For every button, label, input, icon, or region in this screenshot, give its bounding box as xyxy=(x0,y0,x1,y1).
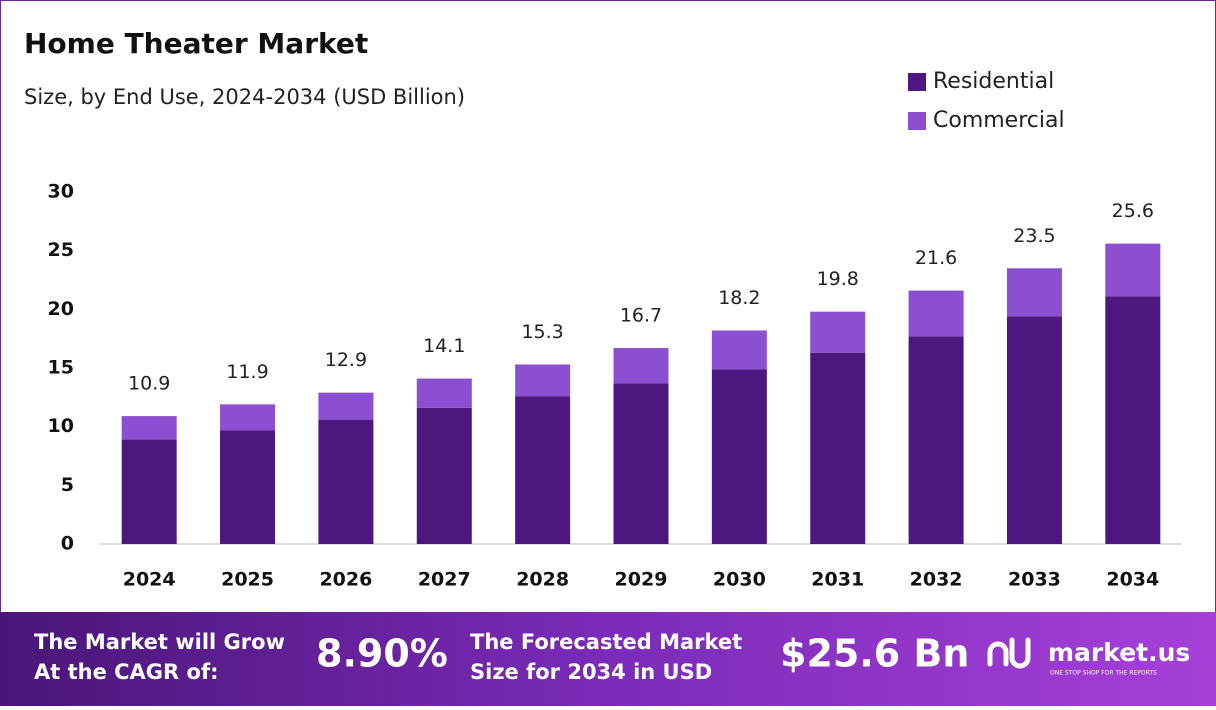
brand-icon xyxy=(987,637,1031,669)
total-label: 19.8 xyxy=(817,268,859,290)
total-label: 23.5 xyxy=(1013,225,1055,247)
bar-segment xyxy=(908,336,964,544)
footer-banner xyxy=(0,612,1216,706)
x-tick-label: 2033 xyxy=(1008,569,1061,591)
bar-segment xyxy=(121,416,177,440)
legend-swatch xyxy=(908,112,926,130)
bar-segment xyxy=(220,404,276,431)
bar-segment xyxy=(318,392,374,420)
x-tick-label: 2034 xyxy=(1106,569,1159,591)
brand-tagline: ONE STOP SHOP FOR THE REPORTS xyxy=(1050,670,1157,677)
bar-segment xyxy=(1006,316,1062,544)
bar-segment xyxy=(1105,296,1161,544)
bar-segment xyxy=(613,348,669,384)
y-tick-label: 15 xyxy=(48,357,74,379)
legend-label: Commercial xyxy=(933,108,1065,133)
total-label: 10.9 xyxy=(128,373,170,395)
y-tick-label: 30 xyxy=(48,181,74,203)
total-label: 18.2 xyxy=(718,287,760,309)
x-tick-label: 2029 xyxy=(615,569,668,591)
bar-segment xyxy=(1105,243,1161,297)
forecast-value: $25.6 Bn xyxy=(780,632,969,676)
banner-text: At the CAGR of: xyxy=(34,660,219,684)
x-tick-label: 2031 xyxy=(811,569,864,591)
bar-segment xyxy=(711,369,767,544)
legend-swatch xyxy=(908,73,926,91)
y-tick-label: 10 xyxy=(48,415,74,437)
x-tick-label: 2030 xyxy=(713,569,766,591)
bar-segment xyxy=(220,430,276,544)
x-tick-label: 2028 xyxy=(516,569,569,591)
total-label: 14.1 xyxy=(423,335,465,357)
bar-segment xyxy=(613,383,669,544)
banner-text: The Forecasted Market xyxy=(470,630,742,654)
y-tick-label: 20 xyxy=(48,298,74,320)
x-tick-label: 2027 xyxy=(418,569,471,591)
chart-title: Home Theater Market xyxy=(24,27,368,60)
bar-segment xyxy=(416,378,472,408)
total-label: 15.3 xyxy=(521,321,563,343)
banner-text: Size for 2034 in USD xyxy=(470,660,712,684)
total-label: 25.6 xyxy=(1112,200,1154,222)
bar-segment xyxy=(318,419,374,544)
legend-label: Residential xyxy=(933,69,1054,94)
bar-segment xyxy=(121,439,177,544)
bar-segment xyxy=(1006,268,1062,317)
bar-segment xyxy=(416,407,472,544)
x-tick-label: 2025 xyxy=(221,569,274,591)
y-tick-label: 25 xyxy=(48,239,74,261)
x-tick-label: 2026 xyxy=(319,569,372,591)
x-tick-label: 2024 xyxy=(123,569,176,591)
cagr-value: 8.90% xyxy=(316,632,448,676)
bar-segment xyxy=(515,396,571,544)
brand-name: market.us xyxy=(1048,638,1190,667)
bar-segment xyxy=(810,352,866,544)
bar-segment xyxy=(515,364,571,397)
total-label: 11.9 xyxy=(226,361,268,383)
y-tick-label: 0 xyxy=(61,533,74,555)
total-label: 16.7 xyxy=(620,305,662,327)
total-label: 12.9 xyxy=(325,349,367,371)
y-tick-label: 5 xyxy=(61,474,74,496)
banner-text: The Market will Grow xyxy=(34,630,285,654)
bar-segment xyxy=(810,311,866,353)
bar-segment xyxy=(711,330,767,370)
total-label: 21.6 xyxy=(915,247,957,269)
x-tick-label: 2032 xyxy=(910,569,963,591)
chart-subtitle: Size, by End Use, 2024-2034 (USD Billion… xyxy=(24,85,465,109)
bar-segment xyxy=(908,290,964,337)
